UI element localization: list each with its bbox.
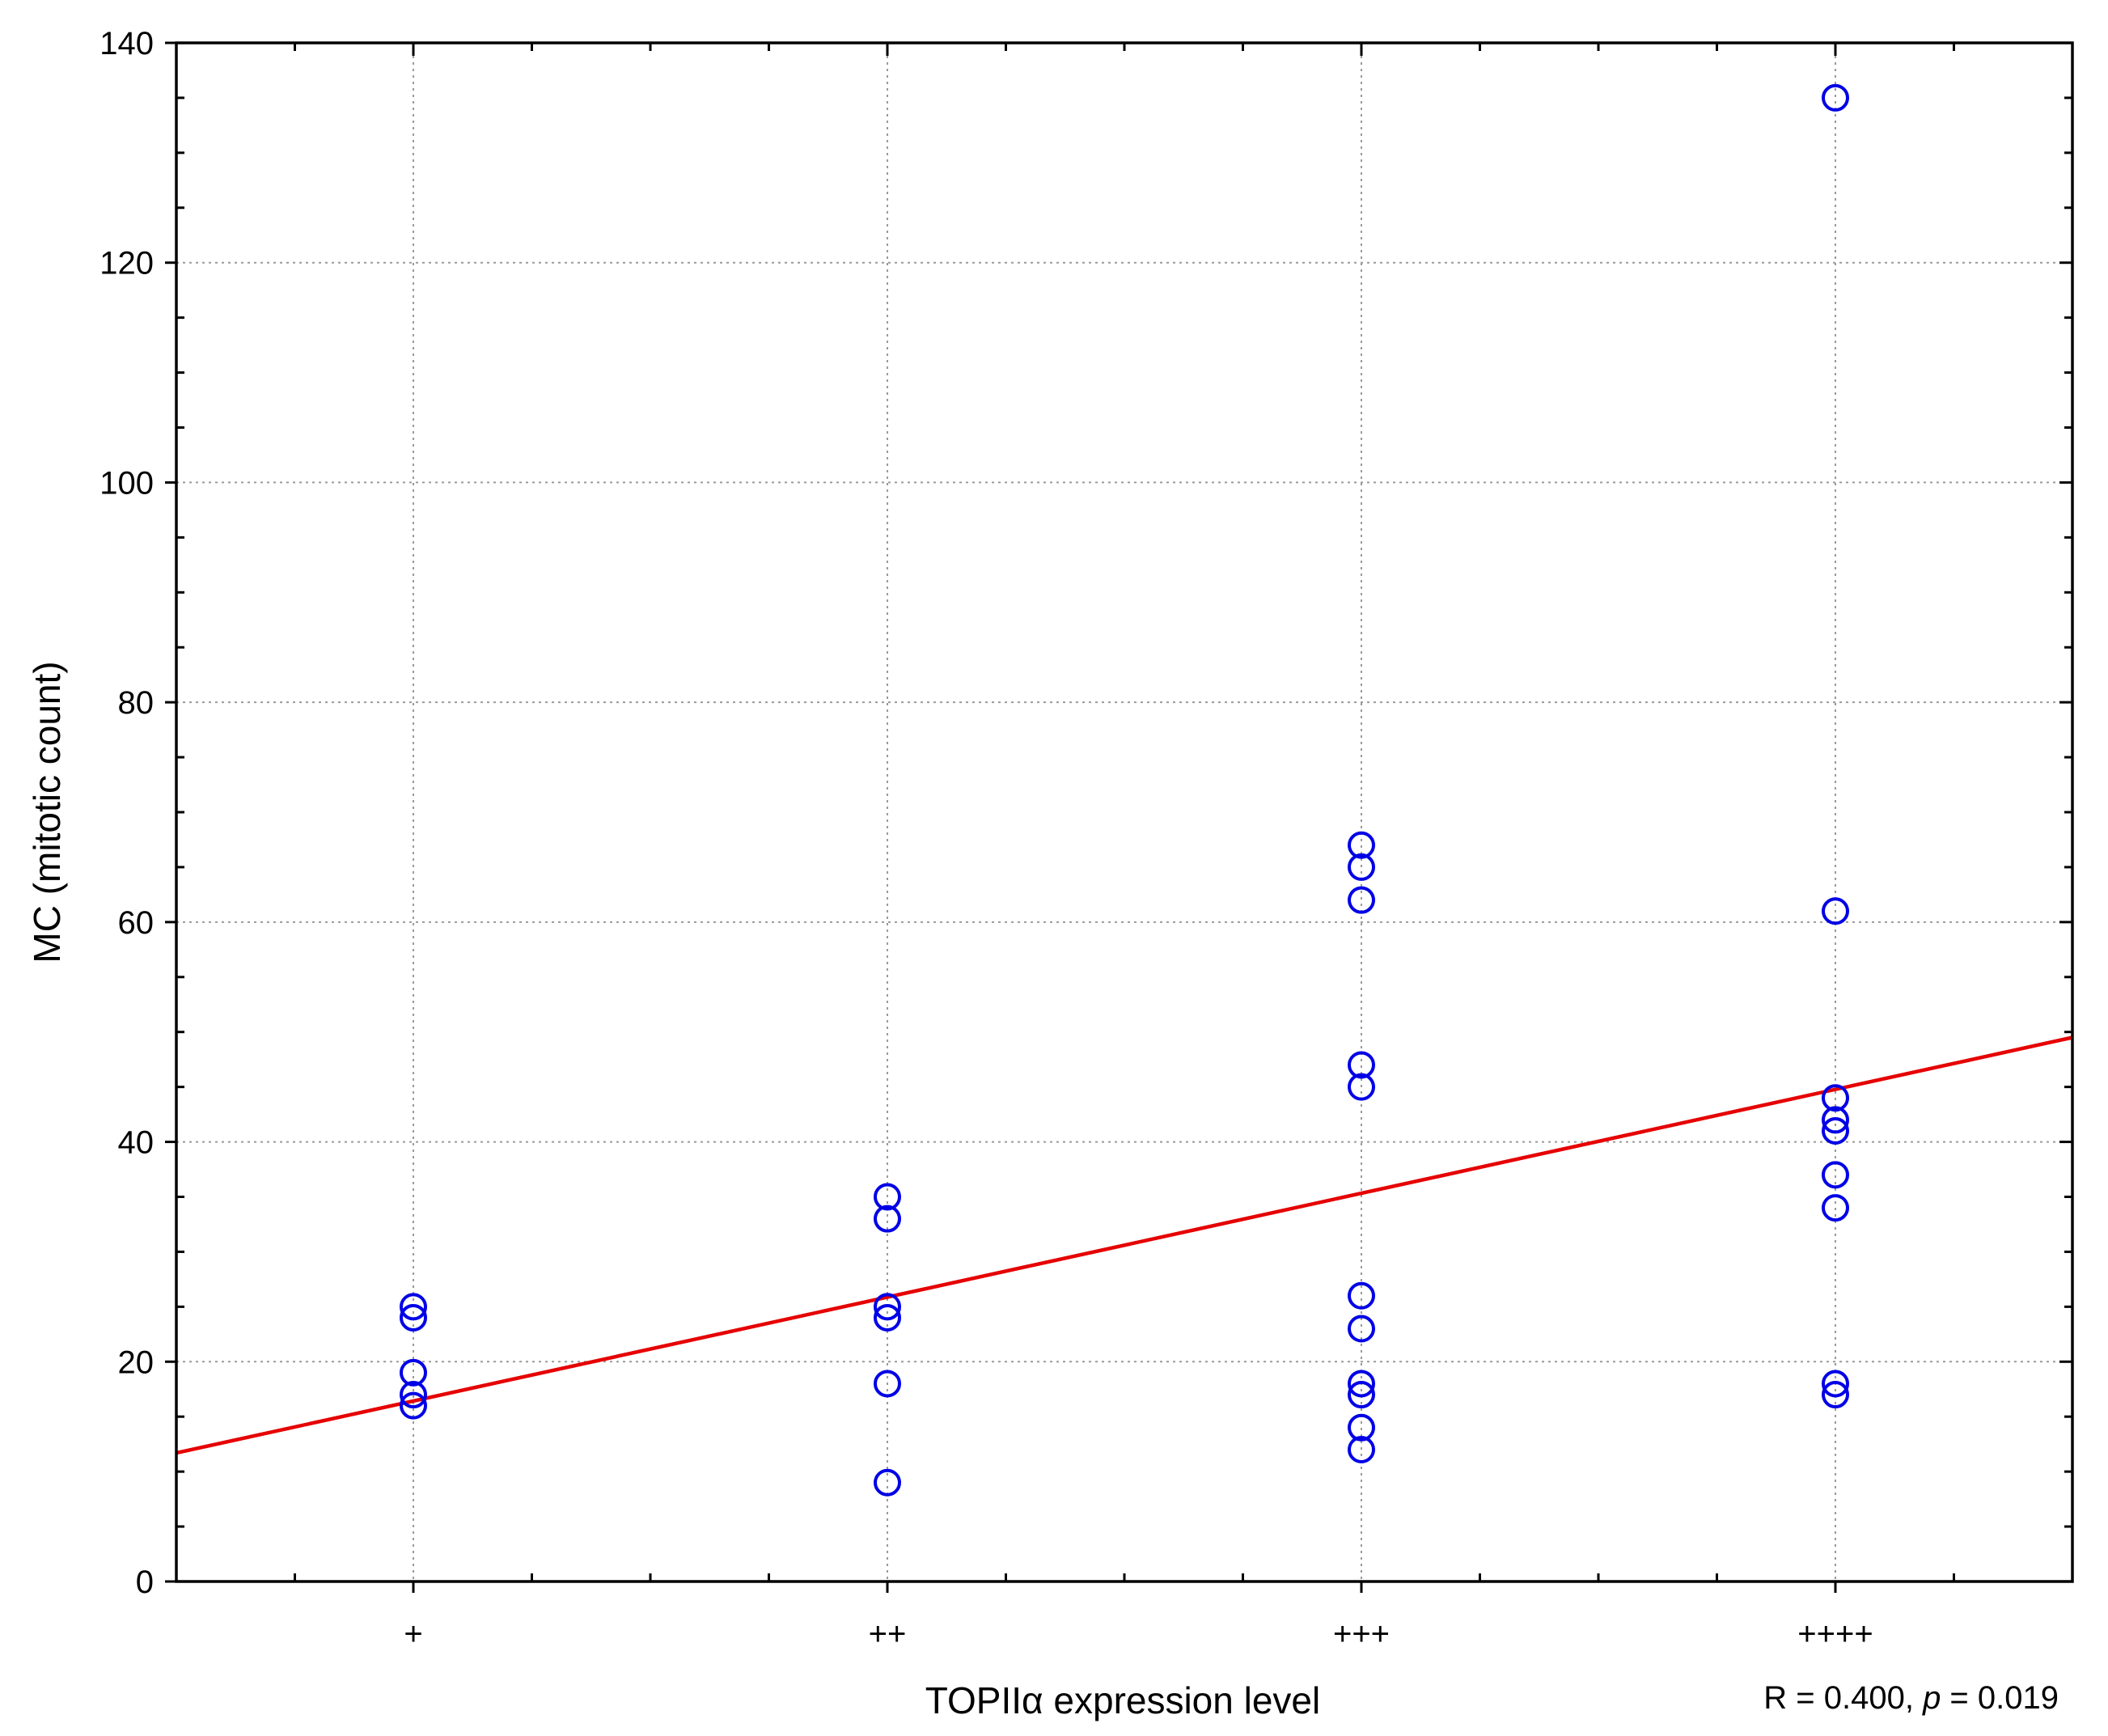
annotation-p-symbol: p [1922,1680,1941,1716]
data-point [874,1303,901,1332]
y-tick-label: 20 [118,1344,155,1380]
plot-frame [175,41,2074,1583]
data-point [1822,1381,1849,1409]
y-axis-title: MC (mitotic count) [26,661,68,963]
y-tick-label: 120 [99,246,154,282]
annotation-suffix: = 0.019 [1941,1680,2059,1716]
x-tick-labels: + ++ +++ ++++ [404,1616,1873,1652]
data-point [1348,886,1375,914]
data-point [1348,1370,1375,1398]
data-point [874,1468,901,1497]
data-point [1348,831,1375,859]
data-point [1348,1315,1375,1343]
x-tick-label: ++++ [1797,1616,1873,1652]
data-point [400,1381,427,1409]
data-point [1822,1116,1849,1145]
y-tick-label: 100 [99,465,154,501]
data-point [1822,1106,1849,1134]
data-point [874,1293,901,1321]
y-tick-label: 0 [136,1565,154,1600]
data-point [1822,1194,1849,1222]
x-axis-title: TOPIIα expression level [925,1679,1321,1721]
data-point [400,1293,427,1321]
data-point [1348,1381,1375,1409]
data-point [1348,1435,1375,1463]
grid [176,43,2072,1581]
y-tick-label: 80 [118,685,155,721]
data-point [1348,1281,1375,1310]
x-tick-label: ++ [869,1616,907,1652]
x-tick-label: +++ [1333,1616,1390,1652]
data-point [1822,897,1849,925]
data-point [874,1205,901,1233]
y-tick-labels: 0 20 40 60 80 100 120 140 [99,26,154,1600]
data-point [874,1370,901,1398]
data-point [1822,1370,1849,1398]
data-point [400,1391,427,1420]
fit-layer [176,1035,2073,1455]
points-layer [400,83,1849,1497]
y-tick-label: 40 [118,1125,155,1161]
annotation-prefix: R = 0.400, [1763,1680,1923,1716]
y-tick-label: 140 [99,26,154,61]
data-point [874,1183,901,1211]
data-point [1348,853,1375,881]
minor-ticks [165,41,2074,1593]
data-point [1348,1413,1375,1442]
data-point [1348,1051,1375,1079]
regression-line [176,1035,2073,1455]
correlation-annotation: R = 0.400, p = 0.019 [1763,1680,2059,1716]
data-point [1822,1084,1849,1112]
data-point [400,1303,427,1332]
x-tick-label: + [404,1616,422,1652]
data-point [1822,83,1849,112]
y-tick-label: 60 [118,905,155,941]
data-point [400,1358,427,1387]
data-point [1348,1073,1375,1101]
data-point [1822,1161,1849,1189]
